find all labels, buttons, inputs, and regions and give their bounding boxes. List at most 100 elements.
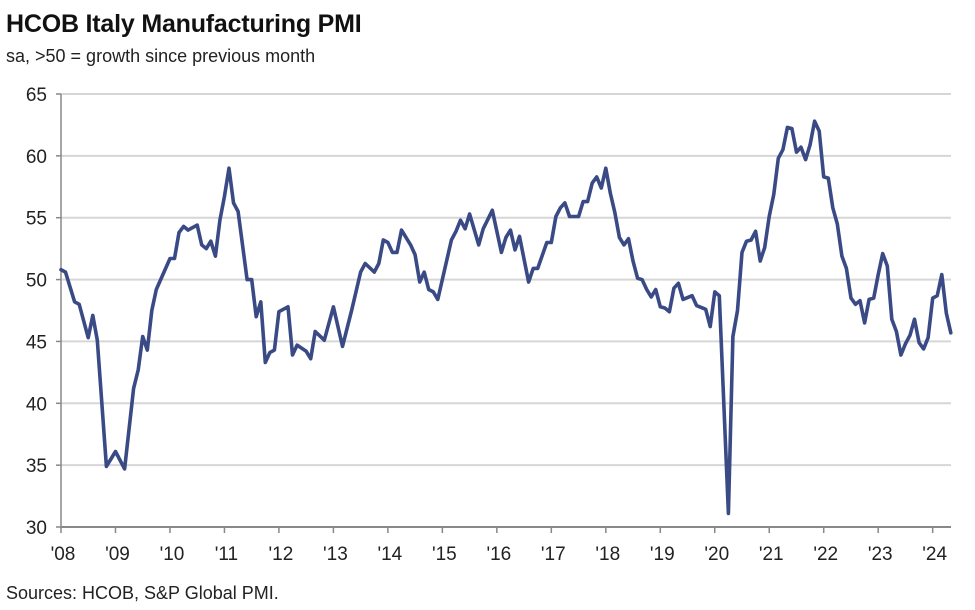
data-point [182, 225, 185, 228]
data-point [849, 296, 853, 300]
data-point [350, 309, 353, 312]
data-point [259, 300, 262, 304]
x-tick-label: '13 [323, 544, 348, 565]
data-point [690, 294, 694, 297]
data-point [645, 288, 648, 291]
y-tick-label: 40 [26, 394, 47, 415]
data-point [377, 262, 380, 265]
x-tick-label: '24 [922, 544, 947, 565]
data-point [877, 273, 880, 276]
data-point [845, 267, 848, 270]
x-tick-label: '19 [650, 544, 675, 565]
y-tick-label: 45 [26, 332, 47, 353]
y-tick-label: 50 [26, 271, 47, 292]
data-point [491, 209, 494, 212]
data-point [477, 243, 480, 247]
data-point [96, 338, 99, 342]
x-tick-label: '08 [51, 544, 76, 565]
data-point [536, 267, 539, 270]
data-point [550, 241, 553, 244]
data-point [173, 257, 176, 260]
data-point [436, 298, 440, 301]
data-point [382, 238, 385, 242]
data-point [867, 298, 871, 301]
data-point [863, 321, 866, 325]
data-point [827, 176, 830, 180]
x-tick-label: '09 [105, 544, 130, 565]
data-point [913, 317, 916, 321]
data-point [677, 282, 680, 285]
data-point [840, 254, 844, 258]
data-point [654, 288, 657, 291]
data-point [468, 212, 471, 216]
x-tick-label: '15 [432, 544, 457, 565]
data-point [936, 294, 939, 297]
data-point [264, 361, 267, 364]
data-point [332, 305, 335, 308]
data-point [754, 230, 757, 233]
data-point [636, 277, 639, 280]
data-point [831, 206, 834, 210]
data-point [286, 305, 290, 308]
data-point [768, 215, 771, 218]
data-point [59, 268, 63, 271]
data-point [886, 264, 889, 268]
x-tick-label: '16 [486, 544, 511, 565]
data-point [718, 294, 721, 297]
data-point [323, 338, 326, 342]
data-point [363, 262, 367, 265]
data-point [736, 309, 739, 312]
data-point [727, 512, 730, 515]
data-point [273, 348, 276, 352]
data-point [309, 357, 312, 360]
data-point [418, 280, 421, 284]
data-point [908, 334, 912, 337]
data-point [904, 342, 907, 346]
data-point [586, 200, 589, 203]
data-point [581, 200, 585, 203]
data-point [804, 158, 807, 161]
data-point [917, 341, 921, 344]
data-point [627, 237, 630, 240]
data-point [795, 150, 798, 154]
data-point [304, 350, 308, 353]
data-point [341, 345, 344, 348]
data-point [668, 310, 671, 313]
data-point [945, 311, 948, 315]
data-point [872, 296, 875, 300]
data-point [432, 290, 435, 294]
data-point [563, 201, 567, 205]
x-tick-label: '18 [595, 544, 620, 565]
data-point [509, 228, 512, 232]
data-point [704, 308, 707, 311]
x-tick-label: '22 [813, 544, 838, 565]
data-point [155, 288, 158, 291]
x-tick-label: '23 [868, 544, 893, 565]
data-point [559, 206, 562, 210]
data-point [132, 387, 135, 390]
data-point [745, 240, 748, 243]
y-tick-label: 65 [26, 85, 47, 106]
data-point [763, 246, 766, 249]
data-point [568, 215, 571, 218]
data-point [373, 270, 376, 274]
data-point [463, 227, 467, 231]
data-point [554, 215, 558, 218]
data-point [314, 330, 317, 333]
data-point [250, 278, 253, 281]
data-point [504, 236, 508, 239]
data-point [881, 252, 884, 255]
data-point [709, 325, 712, 328]
data-point [295, 343, 299, 347]
data-point [87, 336, 90, 339]
data-point [450, 238, 453, 242]
data-point [895, 330, 898, 333]
data-point [205, 247, 208, 250]
data-point [740, 251, 744, 254]
data-point [400, 228, 403, 232]
data-point [659, 305, 662, 308]
data-point [600, 186, 603, 190]
data-point [218, 218, 222, 222]
data-point [604, 167, 607, 170]
data-point [177, 231, 181, 234]
